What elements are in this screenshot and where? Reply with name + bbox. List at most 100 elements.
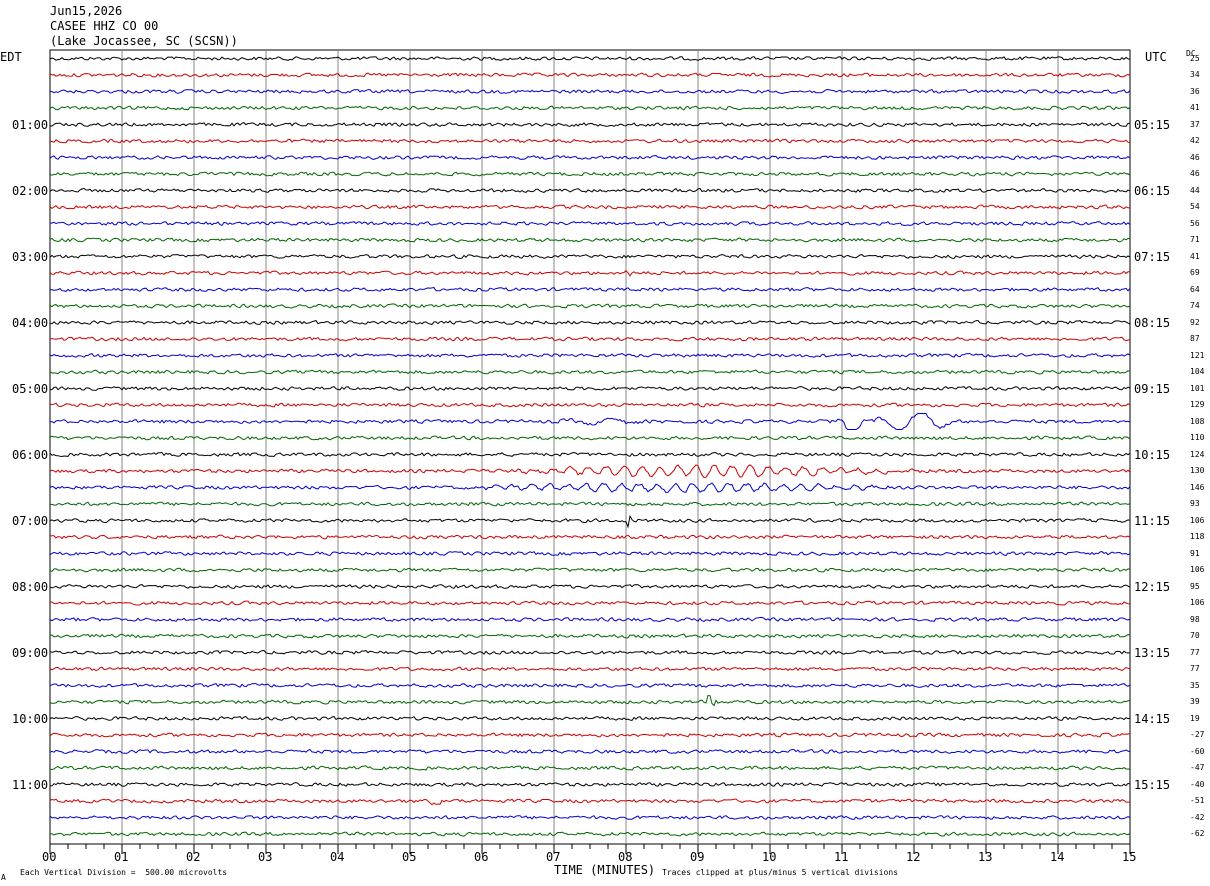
- x-tick-label: 05: [402, 850, 417, 864]
- x-tick-label: 13: [978, 850, 993, 864]
- x-tick-label: 03: [258, 850, 273, 864]
- trace-line: [49, 748, 1131, 754]
- trace-line: [49, 221, 1131, 227]
- trace-line: [49, 402, 1131, 408]
- x-tick-label: 15: [1122, 850, 1137, 864]
- trace-line: [49, 616, 1131, 623]
- trace-line: [49, 369, 1131, 375]
- dc-offset-label: 39: [1190, 697, 1200, 706]
- trace-line: [49, 798, 1131, 806]
- dc-offset-label: 93: [1190, 499, 1200, 508]
- left-timezone-label: EDT: [0, 50, 22, 64]
- dc-offset-label: 98: [1190, 614, 1200, 624]
- trace-line: [49, 694, 1131, 707]
- dc-offset-label: 95: [1190, 581, 1200, 591]
- trace-line: [50, 386, 1131, 391]
- left-hour-label: 04:00: [12, 315, 49, 330]
- dc-offset-label: 92: [1190, 317, 1200, 327]
- trace-line: [49, 171, 1131, 177]
- x-tick-label: 01: [114, 850, 129, 864]
- dc-offset-label: 77: [1190, 647, 1200, 657]
- trace-line: [49, 155, 1131, 160]
- trace-line: [50, 831, 1131, 837]
- dc-offset-label: 118: [1190, 532, 1205, 541]
- x-tick-label: 04: [330, 850, 345, 864]
- left-hour-label: 01:00: [12, 117, 49, 132]
- dc-offset-label: 106: [1190, 515, 1205, 525]
- trace-line: [49, 287, 1131, 292]
- x-tick-label: 00: [42, 850, 57, 864]
- trace-line: [49, 683, 1131, 688]
- trace-line: [49, 187, 1131, 193]
- dc-offset-label: 42: [1190, 136, 1200, 145]
- left-hour-label: 07:00: [12, 513, 49, 528]
- x-tick-label: 10: [762, 850, 777, 864]
- station-location: (Lake Jocassee, SC (SCSN)): [50, 34, 238, 48]
- dc-offset-label: -51: [1190, 796, 1205, 805]
- trace-line: [49, 269, 1131, 277]
- trace-line: [49, 336, 1131, 342]
- plot-date: Jun15,2026: [50, 4, 123, 18]
- dc-offset-label: 41: [1190, 251, 1200, 261]
- dc-offset-label: 129: [1190, 400, 1205, 409]
- left-hour-label: 03:00: [12, 249, 49, 264]
- dc-offset-label: 46: [1190, 152, 1200, 162]
- dc-offset-label: 104: [1190, 367, 1205, 376]
- scale-note: Each Vertical Division = 500.00 microvol…: [20, 868, 228, 877]
- x-tick-label: 07: [546, 850, 561, 864]
- dc-offset-label: 41: [1190, 103, 1200, 112]
- dc-column-label: DC: [1186, 49, 1196, 58]
- dc-offset-label: -47: [1190, 763, 1205, 772]
- dc-offset-label: -62: [1190, 829, 1205, 838]
- trace-line: [49, 584, 1131, 590]
- right-hour-label: 07:15: [1134, 249, 1171, 264]
- trace-line: [49, 451, 1131, 458]
- right-hour-label: 12:15: [1134, 579, 1171, 594]
- dc-offset-label: 106: [1190, 565, 1205, 574]
- dc-offset-label: 77: [1190, 664, 1200, 673]
- dc-offset-label: 69: [1190, 268, 1200, 277]
- dc-offset-label: 54: [1190, 202, 1200, 211]
- x-tick-label: 11: [834, 850, 849, 864]
- right-hour-label: 09:15: [1134, 381, 1171, 396]
- right-hour-label: 14:15: [1134, 711, 1171, 726]
- dc-offset-label: 87: [1190, 334, 1200, 343]
- dc-offset-label: 146: [1190, 482, 1205, 492]
- trace-line: [49, 319, 1131, 325]
- trace-line: [49, 482, 1131, 494]
- dc-offset-label: 37: [1190, 119, 1200, 129]
- dc-offset-label: 110: [1190, 433, 1205, 442]
- trace-line: [49, 567, 1131, 573]
- trace-line: [49, 633, 1131, 639]
- left-hour-label: 08:00: [12, 579, 49, 594]
- right-hour-label: 08:15: [1134, 315, 1171, 330]
- plot-frame: [49, 49, 1131, 845]
- trace-line: [49, 72, 1131, 78]
- dc-offset-label: 34: [1190, 70, 1200, 79]
- dc-offset-label: -40: [1190, 779, 1205, 789]
- clip-note: Traces clipped at plus/minus 5 vertical …: [662, 868, 899, 877]
- dc-offset-label: 101: [1190, 383, 1205, 393]
- x-tick-label: 08: [618, 850, 633, 864]
- dc-offset-label: 19: [1190, 713, 1200, 723]
- x-tick-label: 09: [690, 850, 705, 864]
- dc-offset-label: 36: [1190, 86, 1200, 96]
- trace-line: [50, 600, 1131, 606]
- trace-line: [49, 716, 1131, 721]
- dc-offset-label: -27: [1190, 730, 1205, 739]
- dc-offset-label: -42: [1190, 812, 1205, 822]
- left-hour-label: 11:00: [12, 777, 49, 792]
- dc-offset-label: 25: [1190, 53, 1200, 63]
- trace-line: [49, 105, 1131, 111]
- trace-line: [49, 254, 1131, 260]
- right-timezone-label: UTC: [1145, 50, 1167, 64]
- trace-line: [49, 88, 1131, 95]
- trace-line: [49, 551, 1131, 556]
- trace-line: [49, 56, 1131, 61]
- dc-offset-label: 70: [1190, 631, 1200, 640]
- dc-offset-label: 56: [1190, 218, 1200, 228]
- x-tick-label: 02: [186, 850, 201, 864]
- right-hour-label: 10:15: [1134, 447, 1171, 462]
- right-hour-label: 06:15: [1134, 183, 1171, 198]
